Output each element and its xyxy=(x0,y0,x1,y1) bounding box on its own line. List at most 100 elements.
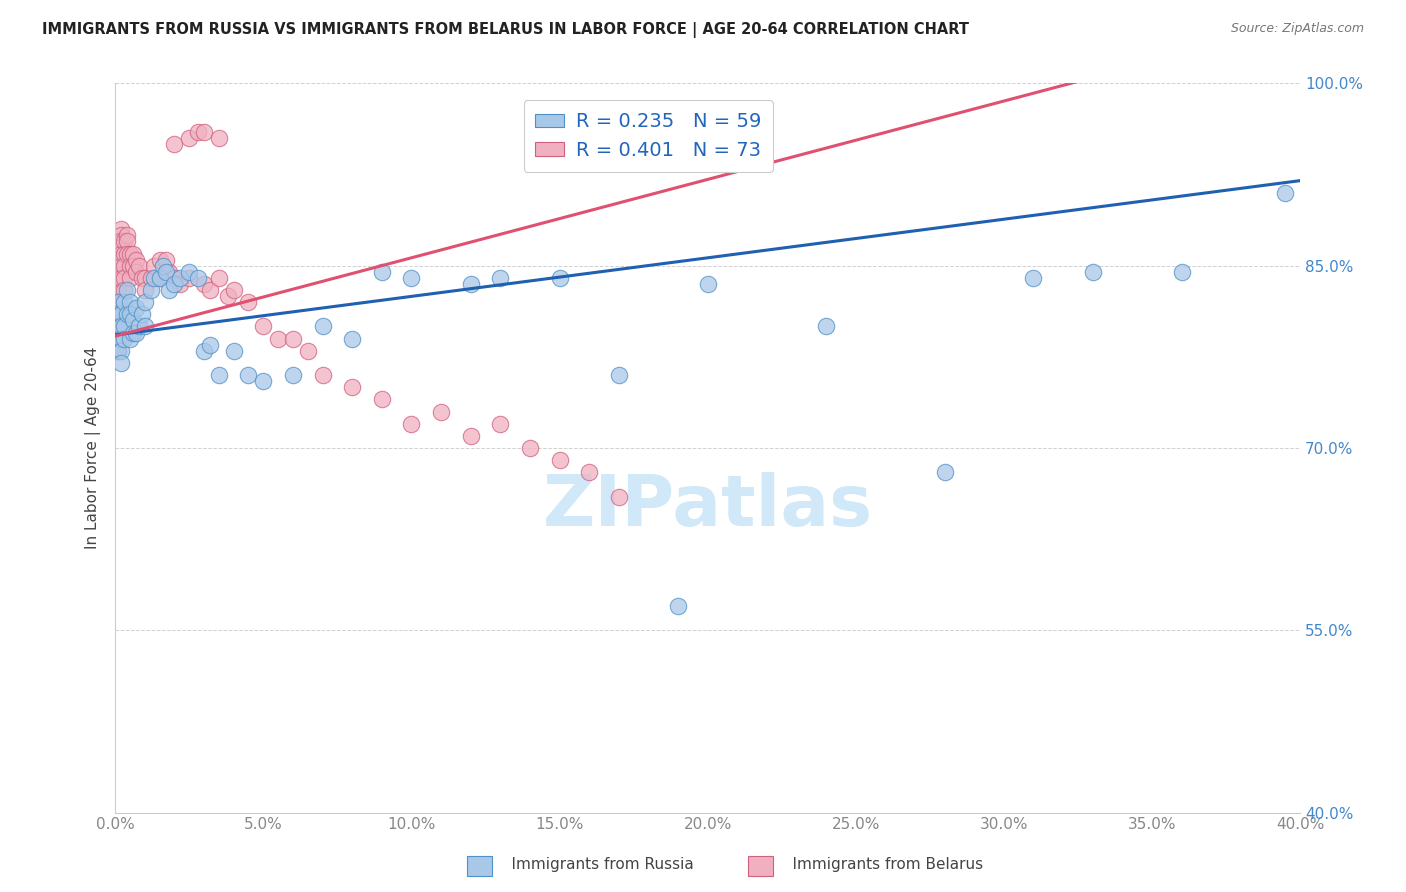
Point xyxy=(149,271,172,285)
Point xyxy=(107,295,129,310)
Point xyxy=(110,252,132,267)
Point xyxy=(267,332,290,346)
Point xyxy=(128,319,150,334)
Point xyxy=(115,246,138,260)
Point xyxy=(193,277,215,291)
Point xyxy=(110,356,132,370)
Point xyxy=(163,137,186,152)
Point xyxy=(115,307,138,321)
Point xyxy=(110,319,132,334)
Point xyxy=(155,265,177,279)
Point xyxy=(179,271,201,285)
Point xyxy=(1081,265,1104,279)
Point xyxy=(340,380,363,394)
Point xyxy=(222,283,245,297)
Point xyxy=(122,259,145,273)
Point xyxy=(118,271,141,285)
Point xyxy=(107,332,129,346)
Point xyxy=(607,490,630,504)
Point xyxy=(460,277,482,291)
Y-axis label: In Labor Force | Age 20-64: In Labor Force | Age 20-64 xyxy=(86,347,101,549)
Point xyxy=(110,235,132,249)
Point xyxy=(115,283,138,297)
Point xyxy=(489,271,512,285)
Point xyxy=(131,271,153,285)
Point xyxy=(193,343,215,358)
Point xyxy=(401,271,423,285)
Point xyxy=(110,271,132,285)
Point xyxy=(281,368,304,382)
Point xyxy=(430,404,453,418)
Point xyxy=(107,246,129,260)
Point xyxy=(169,271,191,285)
Point xyxy=(311,368,333,382)
Point xyxy=(371,392,394,407)
Point xyxy=(107,283,129,297)
Point xyxy=(110,332,132,346)
Text: IMMIGRANTS FROM RUSSIA VS IMMIGRANTS FROM BELARUS IN LABOR FORCE | AGE 20-64 COR: IMMIGRANTS FROM RUSSIA VS IMMIGRANTS FRO… xyxy=(42,22,969,38)
Point xyxy=(115,228,138,243)
Point xyxy=(1022,271,1045,285)
Point xyxy=(142,271,165,285)
Point xyxy=(142,259,165,273)
Point xyxy=(118,259,141,273)
Point xyxy=(179,131,201,145)
Point xyxy=(169,277,191,291)
Point xyxy=(548,453,571,467)
Point xyxy=(112,319,135,334)
Point xyxy=(110,240,132,254)
Point xyxy=(208,131,231,145)
Point xyxy=(157,265,180,279)
Point xyxy=(110,228,132,243)
Point xyxy=(489,417,512,431)
Point xyxy=(122,313,145,327)
Point xyxy=(110,343,132,358)
Point xyxy=(134,295,156,310)
Point xyxy=(107,343,129,358)
Point xyxy=(187,125,209,139)
Point xyxy=(110,246,132,260)
Text: Immigrants from Russia: Immigrants from Russia xyxy=(492,857,693,872)
Point xyxy=(208,368,231,382)
Point xyxy=(193,125,215,139)
Point xyxy=(107,295,129,310)
Point xyxy=(934,465,956,479)
Point xyxy=(1274,186,1296,200)
Point xyxy=(187,271,209,285)
Point xyxy=(149,252,172,267)
Point xyxy=(252,319,274,334)
Text: ZIPatlas: ZIPatlas xyxy=(543,472,873,541)
Point xyxy=(131,307,153,321)
Point xyxy=(107,271,129,285)
Point xyxy=(163,277,186,291)
Point xyxy=(666,599,689,613)
Point xyxy=(371,265,394,279)
Point xyxy=(152,259,174,273)
Point xyxy=(460,429,482,443)
Point xyxy=(578,465,600,479)
Point xyxy=(118,307,141,321)
Point xyxy=(696,277,718,291)
Point xyxy=(252,374,274,388)
Point xyxy=(107,307,129,321)
Point xyxy=(107,259,129,273)
Point xyxy=(112,295,135,310)
Point xyxy=(519,441,541,455)
Point xyxy=(107,332,129,346)
Point xyxy=(238,368,260,382)
Point xyxy=(110,259,132,273)
Point xyxy=(155,252,177,267)
Point xyxy=(125,265,148,279)
Point xyxy=(238,295,260,310)
Point xyxy=(340,332,363,346)
Point xyxy=(112,246,135,260)
Point xyxy=(198,337,221,351)
Point xyxy=(134,319,156,334)
Legend: R = 0.235   N = 59, R = 0.401   N = 73: R = 0.235 N = 59, R = 0.401 N = 73 xyxy=(523,101,773,171)
Point xyxy=(112,283,135,297)
Point xyxy=(112,332,135,346)
Point xyxy=(118,332,141,346)
Point xyxy=(112,259,135,273)
Point xyxy=(297,343,319,358)
Text: Source: ZipAtlas.com: Source: ZipAtlas.com xyxy=(1230,22,1364,36)
